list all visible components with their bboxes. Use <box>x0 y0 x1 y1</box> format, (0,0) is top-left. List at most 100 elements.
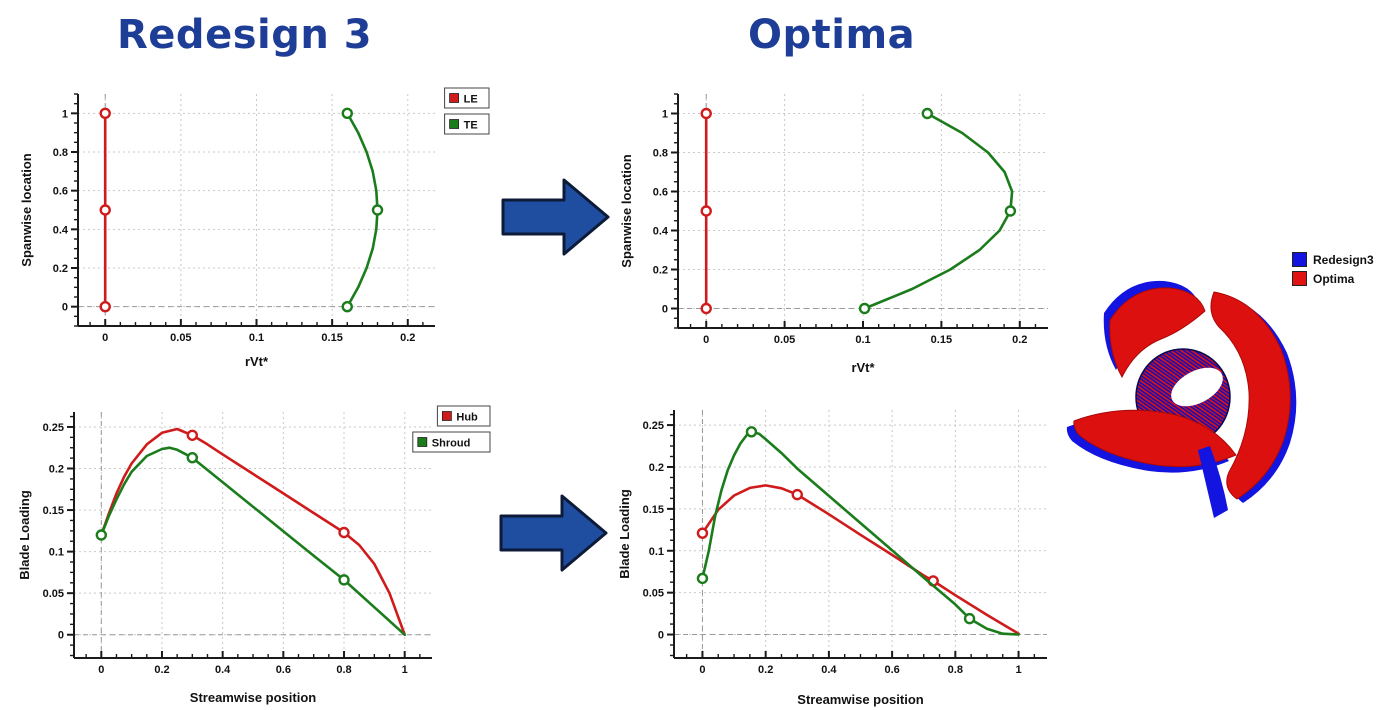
svg-text:0.2: 0.2 <box>400 332 415 344</box>
svg-text:0.8: 0.8 <box>948 664 963 676</box>
chart-redesign3-spanwise: 0 0.05 0.1 0.15 0.2 0 0.2 0.4 0.6 0.8 1 rVt* Spanwis… <box>19 87 490 369</box>
svg-text:LE: LE <box>464 94 478 106</box>
svg-text:0.6: 0.6 <box>884 664 899 676</box>
legend-label: Redesign3 <box>1313 252 1374 267</box>
svg-text:0: 0 <box>58 630 64 642</box>
optima-surface <box>1210 291 1291 500</box>
svg-text:0.2: 0.2 <box>53 263 68 275</box>
grid <box>678 94 1048 328</box>
data-point-marker <box>99 204 111 216</box>
chart-redesign3-loading: 0 0.2 0.4 0.6 0.8 1 0 0.05 0.1 0.15 0.2 0.25 Streamw… <box>17 405 491 705</box>
impeller-3d-overlay <box>1066 280 1297 518</box>
series-le <box>700 107 712 315</box>
svg-text:0: 0 <box>703 334 709 346</box>
svg-text:1: 1 <box>402 664 408 676</box>
right-arrow-icon <box>501 178 610 256</box>
data-point-marker <box>858 302 871 315</box>
series-te <box>341 107 384 313</box>
data-point-marker <box>341 300 353 313</box>
data-point-marker <box>791 488 803 501</box>
svg-text:0.4: 0.4 <box>53 224 69 236</box>
svg-text:0.2: 0.2 <box>154 664 169 676</box>
svg-text:0.1: 0.1 <box>249 332 264 344</box>
x-axis-label: Streamwise position <box>797 692 923 707</box>
svg-text:0.2: 0.2 <box>49 464 64 476</box>
svg-text:0.25: 0.25 <box>43 422 64 434</box>
svg-text:0.15: 0.15 <box>321 332 342 344</box>
legend-item-optima: Optima <box>1292 271 1374 286</box>
data-point-marker <box>1004 205 1017 217</box>
svg-text:0.6: 0.6 <box>653 187 668 199</box>
svg-text:0.6: 0.6 <box>53 186 68 198</box>
series-hub <box>696 484 1020 635</box>
data-point-marker <box>95 529 108 541</box>
axes: 0 0.2 0.4 0.6 0.8 1 0 0.05 0.1 0.15 0.2 0.25 <box>643 410 1047 676</box>
svg-text:0.2: 0.2 <box>649 462 664 474</box>
svg-text:1: 1 <box>62 108 68 120</box>
optima-surface <box>1109 287 1206 379</box>
grid <box>74 412 432 658</box>
svg-text:1: 1 <box>662 109 668 121</box>
svg-text:0: 0 <box>98 664 104 676</box>
svg-text:0: 0 <box>662 304 668 316</box>
data-point-marker <box>186 452 199 464</box>
data-point-marker <box>921 107 933 120</box>
optima-swatch-icon <box>1292 271 1307 286</box>
chart-optima-loading: 0 0.2 0.4 0.6 0.8 1 0 0.05 0.1 0.15 0.2 0.25 Streamw… <box>617 410 1047 707</box>
x-axis-label: rVt* <box>851 360 875 375</box>
y-axis-label: Spanwise location <box>19 153 34 266</box>
x-axis-label: Streamwise position <box>190 690 316 705</box>
y-axis-label: Spanwise location <box>619 154 634 267</box>
svg-text:0.8: 0.8 <box>653 148 668 160</box>
axes: 0 0.05 0.1 0.15 0.2 0 0.2 0.4 0.6 0.8 1 <box>53 93 435 344</box>
redesign3-swatch-icon <box>1292 252 1307 267</box>
svg-text:0.15: 0.15 <box>931 334 952 346</box>
svg-text:Hub: Hub <box>456 412 478 424</box>
data-point-marker <box>700 107 712 120</box>
svg-text:0.05: 0.05 <box>643 588 664 600</box>
svg-text:0.1: 0.1 <box>855 334 870 346</box>
right-arrow-icon <box>499 494 608 572</box>
svg-text:0.2: 0.2 <box>653 265 668 277</box>
svg-text:0.05: 0.05 <box>774 334 795 346</box>
data-point-marker <box>696 527 709 539</box>
data-point-marker <box>371 204 384 216</box>
series-shroud <box>95 446 406 636</box>
svg-text:0.05: 0.05 <box>170 332 191 344</box>
legend-label: Optima <box>1313 271 1355 286</box>
svg-text:0.8: 0.8 <box>53 147 68 159</box>
svg-text:0: 0 <box>658 630 664 642</box>
impeller-legend: Redesign3 Optima <box>1292 252 1374 286</box>
chart-legend: LE TE <box>444 87 490 135</box>
series-le <box>99 107 111 313</box>
svg-text:0: 0 <box>699 664 705 676</box>
data-point-marker <box>99 300 111 313</box>
series-shroud <box>696 426 1020 636</box>
svg-text:0.15: 0.15 <box>643 504 664 516</box>
svg-text:0.8: 0.8 <box>336 664 351 676</box>
svg-text:0.1: 0.1 <box>49 547 64 559</box>
svg-text:TE: TE <box>464 120 478 132</box>
series-hub <box>100 427 406 636</box>
svg-text:0: 0 <box>102 332 108 344</box>
svg-text:0.4: 0.4 <box>215 664 231 676</box>
data-point-marker <box>700 205 712 217</box>
grid <box>674 410 1047 658</box>
axes: 0 0.05 0.1 0.15 0.2 0 0.2 0.4 0.6 0.8 1 <box>653 93 1048 346</box>
svg-text:0.2: 0.2 <box>758 664 773 676</box>
svg-text:Shroud: Shroud <box>432 438 471 450</box>
y-axis-label: Blade Loading <box>17 490 32 580</box>
hub-bore <box>1171 367 1223 407</box>
y-axis-label: Blade Loading <box>617 489 632 579</box>
data-point-marker <box>700 302 712 315</box>
svg-text:1: 1 <box>1015 664 1021 676</box>
left-design-title: Redesign 3 <box>117 12 373 58</box>
legend-item-redesign3: Redesign3 <box>1292 252 1374 267</box>
svg-text:0.1: 0.1 <box>649 546 664 558</box>
data-point-marker <box>338 526 350 539</box>
data-point-marker <box>696 572 709 585</box>
svg-text:0.6: 0.6 <box>276 664 291 676</box>
right-design-title: Optima <box>748 12 916 58</box>
redesign3-surface <box>1198 446 1228 518</box>
axes: 0 0.2 0.4 0.6 0.8 1 0 0.05 0.1 0.15 0.2 0.25 <box>43 412 432 676</box>
